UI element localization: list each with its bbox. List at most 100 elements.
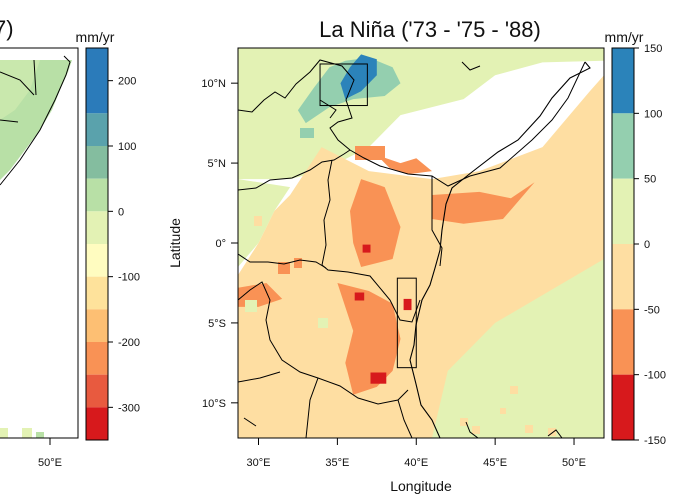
colorbar-swatch — [86, 374, 108, 408]
colorbar-tick-label: 100 — [118, 141, 136, 153]
study-box — [396, 277, 417, 369]
x-tick-label: 45°E — [483, 457, 507, 469]
map-title: La Niña ('73 - '75 - '88) — [319, 17, 541, 42]
x-axis-title: Longitude — [390, 478, 452, 494]
precip-anomaly-region — [238, 179, 291, 267]
colorbar-tick-label: -50 — [644, 304, 660, 316]
left-colorbar: 200 100 0 -100 -200 -300 — [85, 47, 140, 441]
precip-cell — [278, 262, 290, 274]
precip-cell — [245, 300, 257, 312]
colorbar-swatch — [612, 244, 634, 310]
colorbar-swatch — [86, 407, 108, 440]
border-southern — [238, 371, 413, 438]
precip-anomaly-region — [403, 298, 412, 311]
precip-anomaly-region — [376, 155, 432, 175]
precip-cell — [525, 425, 533, 433]
colorbar-tick-label: -100 — [118, 272, 140, 284]
colorbar-tick-label: 200 — [118, 76, 136, 88]
precip-anomaly-region — [354, 292, 365, 301]
border-drc-rwanda — [238, 253, 327, 269]
y-tick-label: 10°N — [201, 78, 226, 90]
y-tick-label: 10°S — [202, 398, 226, 410]
colorbar-swatch — [612, 309, 634, 375]
colorbar-tick-label: -150 — [644, 435, 666, 447]
colorbar-tick-label: -100 — [644, 370, 666, 382]
border-kenya-uganda-tanzania — [321, 159, 421, 323]
border-tanzania-south — [238, 281, 409, 405]
left-x-tick-label: 50°E — [38, 457, 62, 469]
left-map-field — [0, 48, 78, 438]
precip-anomaly-region — [362, 244, 371, 253]
left-map-region — [0, 60, 40, 120]
left-panel-title-fragment: 7) — [0, 16, 14, 41]
left-map-frame — [0, 47, 79, 439]
colorbar-frame — [85, 47, 109, 441]
left-map-cell — [22, 428, 32, 438]
study-boxes — [319, 63, 417, 369]
study-box — [319, 63, 368, 107]
colorbar-tick-label: -200 — [118, 337, 140, 349]
left-map-cell — [0, 428, 8, 438]
x-tick-label: 35°E — [325, 457, 349, 469]
precip-cell — [294, 258, 302, 268]
left-map-borders — [0, 59, 37, 123]
colorbar-tick-label: -300 — [118, 402, 140, 414]
colorbar-tick-label: 0 — [118, 206, 124, 218]
colorbar-swatch — [86, 342, 108, 375]
precip-cell — [510, 386, 518, 394]
precip-cell — [500, 408, 506, 414]
colorbar-swatch — [86, 244, 108, 277]
colorbar-swatch — [612, 113, 634, 179]
colorbar-tick-label: 0 — [644, 239, 650, 251]
x-tick-label: 30°E — [247, 457, 271, 469]
main-colorbar: 150 100 50 0 -50 -100 -150 — [611, 43, 666, 447]
colorbar-swatch — [612, 178, 634, 244]
precip-cell — [460, 418, 468, 426]
border-sudan-ethiopia — [238, 59, 586, 187]
precip-cell — [254, 216, 262, 226]
colorbar-swatch — [86, 276, 108, 310]
precip-cell — [548, 428, 556, 436]
precip-anomaly-region — [432, 259, 604, 438]
left-map-panel: 50°E 7) mm/yr 200 100 0 -100 -200 -300 — [0, 16, 140, 469]
precip-cells-layer — [245, 128, 556, 436]
y-tick-label: 5°S — [208, 318, 226, 330]
left-map-coastline — [0, 55, 71, 186]
x-axis: 30°E 35°E 40°E 45°E 50°E — [247, 438, 586, 469]
colorbar-swatch — [86, 309, 108, 342]
left-map-cell — [36, 432, 44, 438]
colorbar-swatch — [86, 48, 108, 114]
x-tick-label: 50°E — [562, 457, 586, 469]
precip-cell — [355, 146, 385, 160]
left-colorbar-unit: mm/yr — [76, 29, 115, 45]
precip-cell — [300, 128, 314, 138]
border-islands — [243, 417, 563, 438]
precip-anomaly-layer — [238, 48, 604, 438]
colorbar-unit: mm/yr — [605, 29, 644, 45]
colorbar-swatch — [612, 374, 634, 440]
country-borders — [238, 59, 591, 438]
precip-cell — [318, 318, 328, 328]
colorbar-swatch — [86, 113, 108, 146]
lake-tana-outline — [319, 99, 337, 119]
precip-anomaly-region — [337, 283, 401, 395]
colorbar-swatch — [86, 178, 108, 212]
precip-anomaly-region — [432, 182, 535, 224]
colorbar-swatch — [86, 146, 108, 179]
precip-cell — [472, 426, 480, 434]
main-map-panel: La Niña ('73 - '75 - '88) — [167, 17, 666, 494]
map-field — [238, 48, 604, 438]
colorbar-swatch — [612, 48, 634, 114]
y-axis: 10°N 5°N 0° 5°S 10°S — [201, 78, 238, 410]
colorbar-tick-label: 150 — [644, 43, 662, 55]
y-axis-title: Latitude — [167, 218, 183, 268]
x-tick-label: 40°E — [404, 457, 428, 469]
border-south-sudan — [238, 149, 351, 191]
colorbar-tick-label: 100 — [644, 108, 662, 120]
y-tick-label: 5°N — [208, 158, 227, 170]
coastline — [409, 61, 591, 438]
y-tick-label: 0° — [215, 238, 226, 250]
colorbar-swatch — [86, 211, 108, 244]
